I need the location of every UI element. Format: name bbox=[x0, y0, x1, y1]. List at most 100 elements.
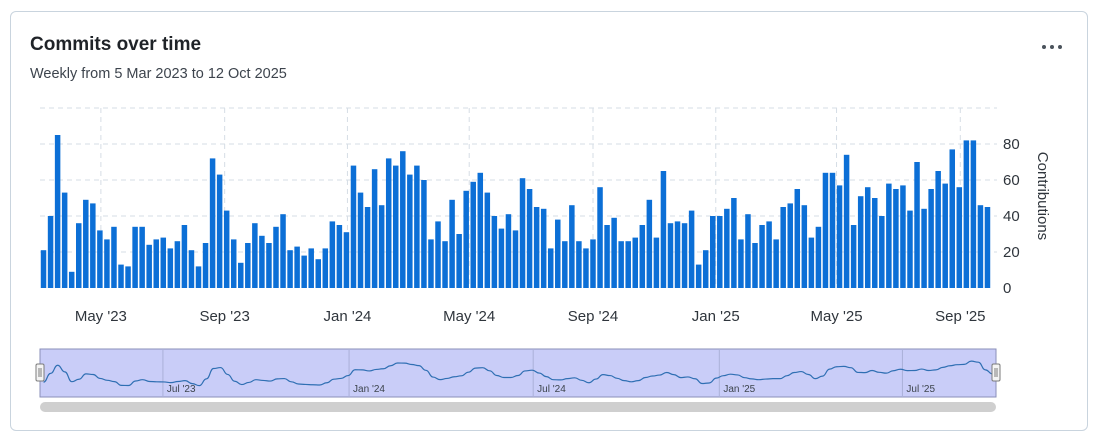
bar bbox=[576, 241, 582, 288]
bar bbox=[569, 205, 575, 288]
bar bbox=[266, 243, 272, 288]
x-tick-label: Sep '25 bbox=[935, 308, 985, 325]
bar bbox=[562, 241, 568, 288]
bar bbox=[111, 226, 117, 288]
bar bbox=[132, 226, 138, 288]
x-tick-label: May '24 bbox=[443, 308, 495, 325]
bar bbox=[639, 225, 646, 288]
bar bbox=[146, 244, 152, 288]
bar bbox=[984, 207, 991, 288]
bar bbox=[879, 216, 885, 288]
bar bbox=[47, 216, 54, 288]
x-tick-label: Sep '24 bbox=[568, 308, 618, 325]
bar bbox=[738, 239, 744, 288]
bar bbox=[477, 172, 484, 288]
bar bbox=[223, 210, 230, 288]
navigator-label: Jan '25 bbox=[723, 384, 755, 395]
bar bbox=[970, 140, 977, 288]
bar bbox=[836, 185, 843, 288]
bar bbox=[83, 199, 89, 288]
bar bbox=[364, 207, 371, 288]
navigator-range[interactable] bbox=[39, 348, 997, 398]
bar bbox=[505, 214, 512, 288]
navigator-label: Jan '24 bbox=[353, 384, 385, 395]
bar bbox=[68, 271, 75, 288]
bar bbox=[54, 135, 61, 288]
navigator-scrollbar[interactable] bbox=[40, 402, 996, 412]
bar bbox=[611, 217, 617, 288]
bar bbox=[421, 180, 427, 288]
bar bbox=[907, 210, 913, 288]
bar bbox=[195, 266, 202, 288]
bar bbox=[357, 192, 364, 288]
bar bbox=[681, 223, 688, 288]
navigator-series-line bbox=[43, 360, 993, 387]
bar bbox=[709, 216, 716, 288]
bar bbox=[378, 205, 385, 288]
bar bbox=[90, 203, 96, 288]
bar bbox=[181, 225, 188, 288]
bar bbox=[252, 223, 258, 288]
bar bbox=[555, 219, 561, 288]
y-tick-label: 60 bbox=[1003, 172, 1020, 189]
bar bbox=[787, 203, 793, 288]
bar bbox=[315, 259, 322, 288]
bar bbox=[392, 165, 399, 288]
bar bbox=[850, 225, 857, 288]
more-horizontal-icon bbox=[1042, 45, 1046, 49]
bar bbox=[660, 171, 667, 288]
bar bbox=[414, 165, 420, 288]
bar bbox=[928, 189, 934, 288]
bar bbox=[702, 250, 709, 288]
bar bbox=[435, 221, 441, 288]
navigator-label: Jul '25 bbox=[906, 384, 935, 395]
y-tick-label: 0 bbox=[1003, 280, 1011, 297]
bar bbox=[519, 178, 526, 288]
bar bbox=[322, 248, 329, 288]
more-options-button[interactable] bbox=[1035, 36, 1069, 58]
navigator-handle-left[interactable] bbox=[35, 363, 45, 382]
bar bbox=[942, 183, 948, 288]
bar bbox=[463, 190, 469, 288]
bar bbox=[385, 158, 392, 288]
bar bbox=[104, 239, 110, 288]
bar bbox=[935, 171, 941, 288]
navigator-label: Jul '23 bbox=[167, 384, 196, 395]
bar bbox=[350, 165, 357, 288]
bar bbox=[449, 199, 455, 288]
bar bbox=[456, 234, 462, 288]
bar bbox=[498, 228, 505, 288]
bar bbox=[695, 264, 702, 288]
bar bbox=[963, 140, 970, 288]
x-tick-label: May '23 bbox=[75, 308, 127, 325]
bar bbox=[886, 183, 892, 288]
bar bbox=[822, 172, 829, 288]
bar bbox=[97, 230, 103, 288]
bar bbox=[794, 189, 801, 288]
bar bbox=[167, 248, 174, 288]
bar bbox=[900, 185, 906, 288]
bar bbox=[547, 248, 554, 288]
bar bbox=[160, 237, 167, 288]
navigator-handle-right[interactable] bbox=[991, 363, 1001, 382]
bar bbox=[294, 246, 300, 288]
bar bbox=[336, 225, 343, 288]
bar bbox=[40, 250, 47, 288]
bar bbox=[773, 239, 779, 288]
bar bbox=[688, 210, 695, 288]
x-tick-label: May '25 bbox=[810, 308, 862, 325]
bar bbox=[540, 208, 547, 288]
bar bbox=[216, 174, 223, 288]
bar bbox=[780, 207, 786, 288]
bar bbox=[533, 207, 540, 288]
x-tick-label: Jan '25 bbox=[692, 308, 740, 325]
bar bbox=[118, 264, 124, 288]
bar bbox=[259, 235, 265, 288]
bar bbox=[273, 226, 279, 288]
bar bbox=[287, 250, 293, 288]
bar bbox=[188, 250, 195, 288]
bar bbox=[280, 214, 286, 288]
more-horizontal-icon-dot bbox=[1050, 45, 1054, 49]
bar bbox=[843, 154, 850, 288]
